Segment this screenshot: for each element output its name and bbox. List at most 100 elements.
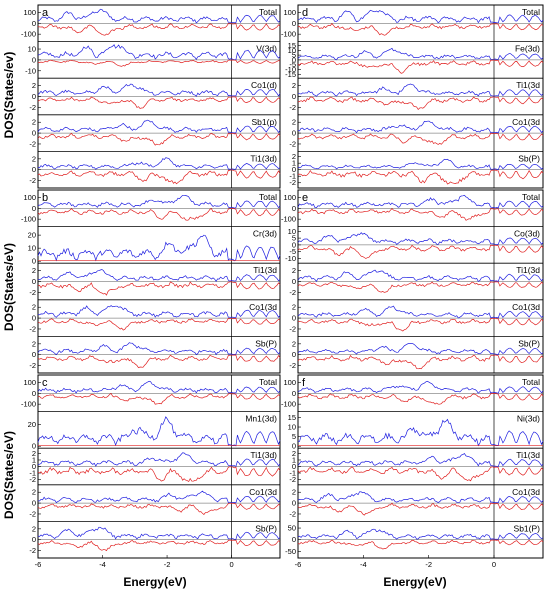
xtick-label: -4	[360, 560, 367, 569]
subplot-label: Co1(d)	[251, 80, 277, 90]
ytick-label: -2	[29, 176, 36, 185]
panel-f-letter: f	[302, 377, 306, 389]
ytick-label: -2	[289, 139, 296, 148]
series-spin-down	[37, 466, 281, 482]
series-spin-up	[37, 416, 281, 447]
series-spin-down	[37, 208, 281, 221]
subplot-label: Ti1(3d)	[250, 450, 277, 460]
series-spin-up	[37, 119, 281, 134]
ytick-label: -2	[29, 324, 36, 333]
ytick-label: 5	[292, 51, 296, 60]
subplot-label: V(3d)	[256, 44, 277, 54]
ytick-label: 0	[32, 19, 36, 28]
ytick-label: -100	[21, 215, 36, 224]
ytick-label: 0	[292, 55, 296, 64]
ytick-label: -1	[29, 469, 36, 478]
ytick-label: -10	[25, 66, 36, 75]
panel-c-letter: c	[42, 377, 48, 389]
ytick-label: 0	[32, 165, 36, 174]
series-spin-down	[37, 169, 281, 185]
ylabel-b: DOS(States/eV)	[2, 242, 16, 332]
ytick-label: 0	[292, 350, 296, 359]
series-spin-down	[297, 244, 544, 259]
ytick-label: 0	[32, 257, 36, 266]
ytick-label: 1	[292, 159, 296, 168]
series-spin-up	[37, 342, 281, 356]
series-spin-up	[297, 120, 544, 134]
ytick-label: 0	[292, 92, 296, 101]
ytick-label: -2	[289, 324, 296, 333]
series-spin-down	[37, 132, 281, 146]
series-spin-up	[297, 269, 544, 283]
ytick-label: 2	[32, 524, 36, 533]
series-spin-up	[37, 8, 281, 24]
series-spin-down	[37, 59, 281, 67]
series-spin-down	[37, 96, 281, 109]
subplot-label: Total	[522, 7, 540, 17]
xlabel-right: Energy(eV)	[383, 575, 447, 589]
series-spin-down	[297, 393, 544, 405]
ytick-label: -50	[285, 547, 296, 556]
panel-b-letter: b	[42, 192, 48, 204]
ytick-label: -10	[285, 254, 296, 263]
ytick-label: 100	[283, 193, 296, 202]
ytick-label: -10	[285, 65, 296, 74]
ytick-label: -100	[21, 30, 36, 39]
ytick-label: 0	[292, 204, 296, 213]
series-spin-up	[37, 305, 281, 318]
series-spin-up	[297, 305, 544, 319]
subplot-label: Ni(3d)	[517, 414, 540, 424]
series-spin-down	[37, 317, 281, 331]
ytick-label: 10	[288, 46, 296, 55]
series-spin-down	[37, 539, 281, 552]
ytick-label: 0	[32, 55, 36, 64]
ytick-label: -15	[285, 70, 296, 79]
ytick-label: -2	[29, 546, 36, 555]
subplot-label: Co1(3d	[512, 487, 540, 497]
ytick-label: 2	[292, 449, 296, 458]
ytick-label: 0	[292, 442, 296, 451]
ytick-label: 0	[32, 462, 36, 471]
ytick-label: 0	[32, 129, 36, 138]
subplot-label: Sb1(p)	[251, 117, 277, 127]
ylabel-a: DOS(States/ev)	[2, 51, 16, 139]
series-spin-up	[297, 528, 544, 540]
series-spin-up	[37, 83, 281, 97]
ytick-label: 15	[288, 413, 296, 422]
xtick-label: -6	[35, 560, 42, 569]
ytick-label: 20	[28, 231, 36, 240]
series-spin-down	[297, 96, 544, 111]
ytick-label: -2	[29, 475, 36, 484]
ytick-label: 20	[28, 420, 36, 429]
ytick-label: 0	[292, 165, 296, 174]
subplot-label: Co(3d)	[514, 229, 540, 239]
xtick-label: -4	[99, 560, 106, 569]
panel-d-letter: d	[302, 7, 308, 19]
subplot-label: Ti1(3d	[253, 265, 277, 275]
ytick-label: 2	[292, 339, 296, 348]
ytick-label: 5	[292, 234, 296, 243]
ytick-label: 0	[32, 389, 36, 398]
panel-e-letter: e	[302, 192, 308, 204]
series-spin-up	[37, 234, 281, 262]
series-spin-down	[297, 169, 544, 185]
ytick-label: -2	[29, 509, 36, 518]
ytick-label: -5	[289, 60, 296, 69]
series-spin-down	[297, 208, 544, 221]
series-spin-down	[37, 354, 281, 369]
series-spin-down	[37, 281, 281, 296]
ytick-label: -100	[281, 400, 296, 409]
series-spin-up	[37, 269, 281, 282]
series-spin-up	[297, 232, 544, 245]
series-spin-down	[297, 317, 544, 332]
ytick-label: 0	[32, 277, 36, 286]
ytick-label: 5	[292, 432, 296, 441]
ytick-label: 100	[283, 378, 296, 387]
ytick-label: 2	[32, 118, 36, 127]
ylabel-c: DOS(States/eV)	[2, 430, 16, 520]
ytick-label: -2	[289, 475, 296, 484]
ytick-label: 15	[288, 41, 296, 50]
subplot-label: Co1(3d	[249, 302, 277, 312]
ytick-label: 0	[292, 129, 296, 138]
